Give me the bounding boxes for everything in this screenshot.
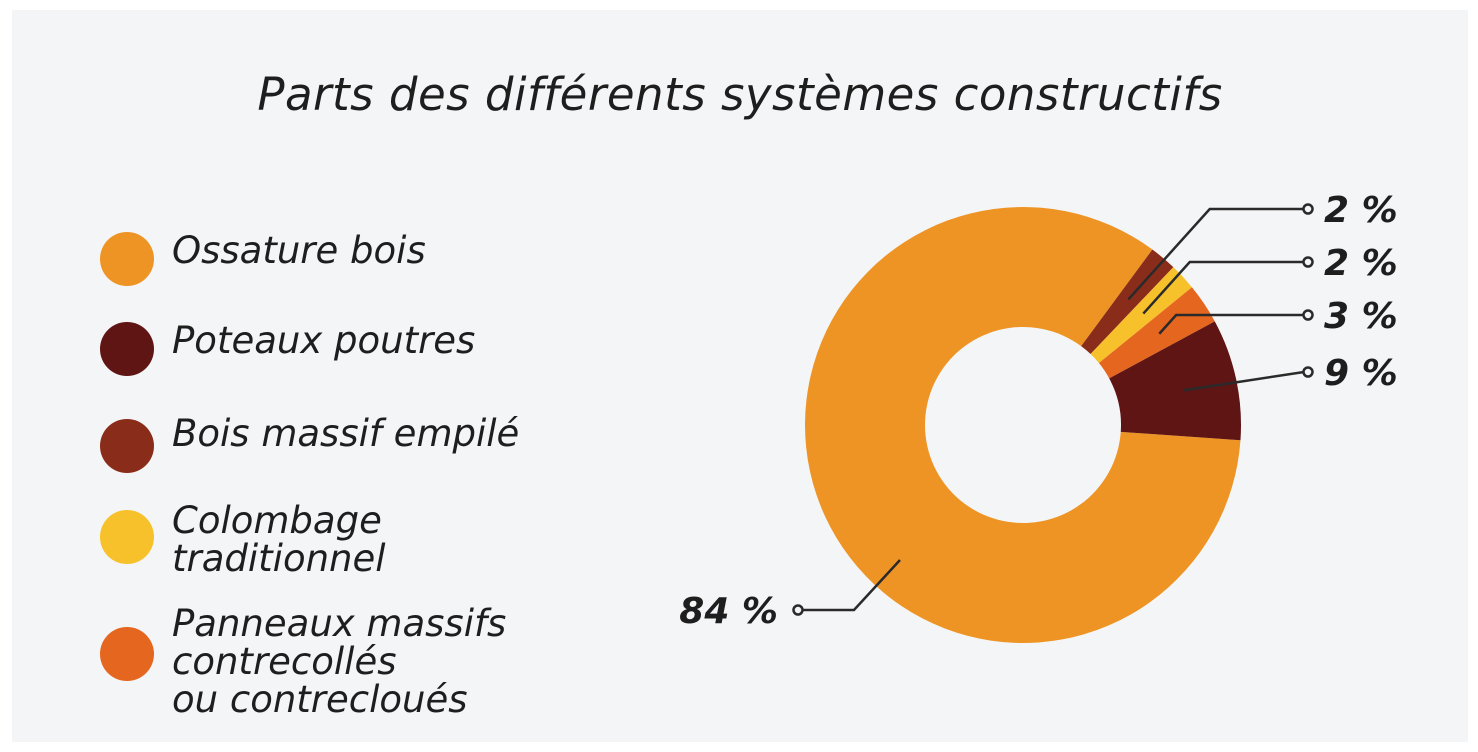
- leader-line: [1183, 370, 1305, 392]
- slice-value-label: 3 %: [1324, 296, 1398, 337]
- legend-swatch: [100, 627, 154, 681]
- slice-value-label: 2 %: [1324, 243, 1398, 284]
- donut-slice: [804, 207, 1241, 643]
- leader-line: [1158, 313, 1304, 335]
- legend-swatch: [100, 510, 154, 564]
- chart-title: Parts des différents systèmes constructi…: [257, 68, 1223, 121]
- legend-label: Panneaux massifs contrecollés ou contrec…: [172, 602, 507, 721]
- slice-value-label: 2 %: [1324, 190, 1398, 231]
- legend-swatch: [100, 419, 154, 473]
- leader-end-dot: [1302, 309, 1314, 321]
- legend-label: Colombage traditionnel: [172, 499, 386, 580]
- leader-line: [802, 559, 901, 612]
- legend-swatch: [100, 322, 154, 376]
- leader-end-dot: [1302, 203, 1314, 215]
- slice-value-label: 84 %: [679, 591, 778, 632]
- leader-end-dot: [1302, 366, 1314, 378]
- donut-slice: [1098, 287, 1215, 379]
- leader-end-dot: [792, 604, 804, 616]
- legend-label: Bois massif empilé: [172, 412, 520, 455]
- legend-label: Ossature bois: [172, 229, 426, 272]
- leader-line: [1142, 260, 1304, 315]
- leader-end-dot: [1302, 256, 1314, 268]
- donut-chart: 2 % 2 % 3 % 9 % 84 %: [679, 190, 1398, 643]
- donut-slice: [1090, 267, 1192, 364]
- donut-slice: [1109, 321, 1242, 441]
- chart-panel: Parts des différents systèmes constructi…: [12, 10, 1468, 742]
- legend-label: Poteaux poutres: [172, 319, 476, 362]
- slice-value-label: 9 %: [1324, 353, 1398, 394]
- leader-line: [1127, 207, 1304, 301]
- legend-swatch: [100, 232, 154, 286]
